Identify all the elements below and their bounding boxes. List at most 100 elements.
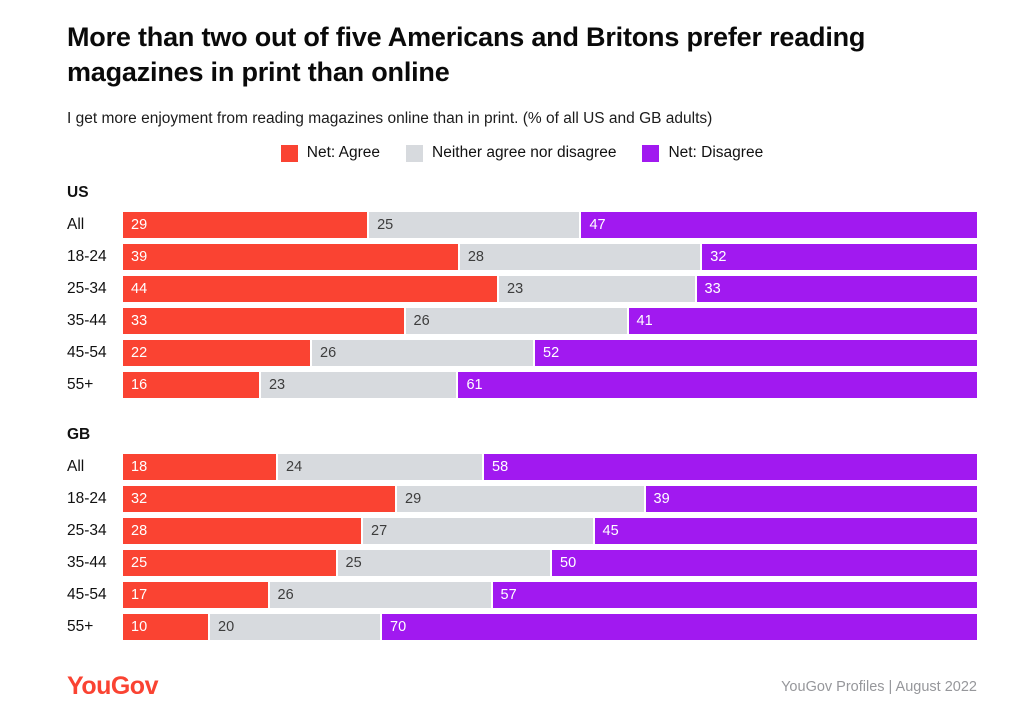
row-label: 18-24: [67, 490, 107, 508]
bar-track: 16 23 61: [123, 372, 977, 399]
bar-segment-disagree: 50: [552, 550, 977, 577]
footer: YouGov YouGov Profiles | August 2022: [67, 672, 977, 701]
bar-segment-neither: 20: [210, 614, 380, 641]
bar-segment-disagree: 47: [581, 212, 977, 239]
bar-track: 32 29 39: [123, 486, 977, 513]
bar-value-label: 10: [131, 619, 148, 636]
bar-track: 29 25 47: [123, 212, 977, 239]
bar-segment-agree: 18: [123, 454, 276, 481]
bar-segment-disagree: 39: [645, 486, 977, 513]
bar-value-label: 33: [704, 281, 721, 298]
bar-value-label: 16: [131, 377, 148, 394]
bar-segment-agree: 28: [123, 518, 361, 545]
row-label: All: [67, 458, 85, 476]
bar-row: All 18 24 58: [67, 454, 977, 481]
bar-value-label: 61: [466, 377, 483, 394]
bar-row: 45-54 22 26 52: [67, 340, 977, 367]
bar-segment-agree: 44: [123, 276, 497, 303]
bar-row: 25-34 28 27 45: [67, 518, 977, 545]
bar-segment-agree: 16: [123, 372, 259, 399]
bar-segment-agree: 10: [123, 614, 208, 641]
bar-row: 45-54 17 26 57: [67, 582, 977, 609]
bar-value-label: 58: [492, 459, 509, 476]
legend-item-agree: Net: Agree: [280, 144, 381, 162]
bar-row: 35-44 33 26 41: [67, 308, 977, 335]
bar-value-label: 25: [377, 217, 394, 234]
legend-item-disagree: Net: Disagree: [642, 144, 763, 162]
bar-segment-neither: 26: [312, 340, 533, 367]
row-label: 35-44: [67, 312, 107, 330]
legend-label-disagree: Net: Disagree: [668, 144, 764, 162]
row-label: 55+: [67, 618, 94, 636]
bar-track: 39 28 32: [123, 244, 978, 271]
bar-value-label: 24: [286, 459, 303, 476]
row-label: 45-54: [67, 586, 107, 604]
bar-segment-disagree: 32: [702, 244, 978, 271]
legend-item-neither: Neither agree nor disagree: [406, 144, 616, 162]
bar-value-label: 23: [268, 377, 286, 394]
bar-row: 55+ 16 23 61: [67, 372, 977, 399]
bar-segment-neither: 24: [278, 454, 482, 481]
bar-row: 18-24 39 28 32: [67, 244, 978, 271]
bar-value-label: 29: [131, 217, 148, 234]
legend-label-agree: Net: Agree: [306, 144, 381, 162]
bar-value-label: 27: [371, 523, 388, 540]
bar-row: 55+ 10 20 70: [67, 614, 977, 641]
bar-segment-neither: 27: [363, 518, 593, 545]
row-label: All: [67, 216, 85, 234]
bar-value-label: 57: [500, 587, 517, 604]
bar-segment-agree: 29: [123, 212, 368, 239]
bar-value-label: 39: [653, 491, 670, 508]
bar-value-label: 26: [413, 313, 430, 330]
yougov-logo: YouGov: [67, 672, 158, 701]
bar-value-label: 41: [636, 313, 653, 330]
bar-value-label: 39: [131, 249, 148, 266]
bar-value-label: 32: [131, 491, 148, 508]
bar-segment-neither: 26: [269, 582, 491, 609]
bar-value-label: 17: [131, 587, 148, 604]
bar-value-label: 52: [543, 345, 560, 362]
chart-groups: US All 29 25 47 18-24 39 28 32 25-34 44 23 33 35-44 33…: [67, 184, 978, 641]
legend-swatch-agree: [280, 144, 298, 162]
bar-value-label: 26: [320, 345, 337, 362]
bar-value-label: 45: [602, 523, 619, 540]
bar-segment-disagree: 61: [458, 372, 977, 399]
bar-segment-disagree: 45: [594, 518, 977, 545]
bar-track: 10 20 70: [123, 614, 977, 641]
bar-row: 35-44 25 25 50: [67, 550, 977, 577]
bar-segment-disagree: 70: [382, 614, 977, 641]
bar-track: 25 25 50: [123, 550, 977, 577]
bar-value-label: 26: [277, 587, 294, 604]
bar-segment-agree: 39: [123, 244, 458, 271]
bar-row: 25-34 44 23 33: [67, 276, 977, 303]
bar-value-label: 32: [710, 249, 727, 266]
bar-value-label: 22: [131, 345, 148, 362]
bar-value-label: 18: [131, 459, 148, 476]
row-label: 25-34: [67, 280, 107, 298]
legend: Net: Agree Neither agree nor disagree Ne…: [67, 144, 977, 162]
bar-value-label: 29: [405, 491, 422, 508]
chart-section-us: US All 29 25 47 18-24 39 28 32 25-34 44 23 33 35-44 33…: [67, 184, 978, 399]
bar-segment-neither: 26: [405, 308, 627, 335]
bar-segment-disagree: 57: [492, 582, 977, 609]
bar-segment-agree: 22: [123, 340, 310, 367]
bar-segment-neither: 25: [369, 212, 580, 239]
bar-value-label: 50: [560, 555, 577, 572]
row-label: 18-24: [67, 248, 107, 266]
bar-segment-neither: 28: [459, 244, 701, 271]
bar-value-label: 33: [131, 313, 148, 330]
bar-row: All 29 25 47: [67, 212, 977, 239]
row-label: 25-34: [67, 522, 107, 540]
chart-subtitle: I get more enjoyment from reading magazi…: [67, 110, 713, 128]
row-label: 45-54: [67, 344, 107, 362]
source-attribution: YouGov Profiles | August 2022: [781, 678, 977, 695]
bar-segment-disagree: 58: [484, 454, 977, 481]
page-title: More than two out of five Americans and …: [67, 22, 866, 88]
bar-segment-neither: 29: [397, 486, 644, 513]
chart-section-gb: GB All 18 24 58 18-24 32 29 39 25-34 28 27 45 35-44 25…: [67, 426, 977, 641]
bar-value-label: 25: [131, 555, 148, 572]
bar-segment-neither: 25: [337, 550, 550, 577]
section-title-gb: GB: [67, 426, 91, 444]
bar-track: 44 23 33: [123, 276, 977, 303]
bar-value-label: 70: [390, 619, 407, 636]
